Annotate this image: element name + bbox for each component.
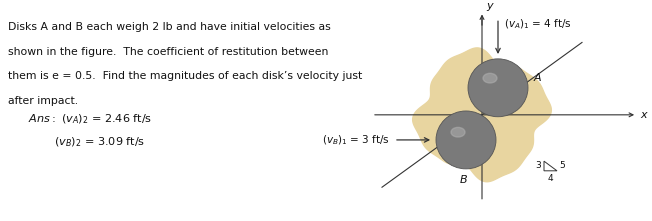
Text: 5: 5 [559, 162, 565, 170]
Text: B: B [460, 175, 468, 185]
Text: $\it{Ans:}$ $({v}_{A})_{2}$ = 2.46 ft/s: $\it{Ans:}$ $({v}_{A})_{2}$ = 2.46 ft/s [28, 112, 153, 126]
Text: after impact.: after impact. [8, 96, 78, 106]
Text: $({v}_{A})_{1}$ = 4 ft/s: $({v}_{A})_{1}$ = 4 ft/s [504, 17, 572, 31]
Ellipse shape [483, 73, 497, 83]
Text: Disks A and B each weigh 2 lb and have initial velocities as: Disks A and B each weigh 2 lb and have i… [8, 22, 331, 32]
Text: 4: 4 [548, 174, 554, 183]
Text: $({v}_{B})_{2}$ = 3.09 ft/s: $({v}_{B})_{2}$ = 3.09 ft/s [54, 135, 145, 149]
Text: A: A [534, 73, 542, 83]
Text: them is e = 0.5.  Find the magnitudes of each disk’s velocity just: them is e = 0.5. Find the magnitudes of … [8, 71, 363, 81]
Circle shape [468, 59, 528, 117]
Text: y: y [486, 1, 493, 11]
Text: x: x [640, 110, 647, 120]
Text: 3: 3 [536, 162, 542, 170]
Ellipse shape [451, 127, 465, 137]
Circle shape [436, 111, 496, 169]
Text: $({v}_{B})_{1}$ = 3 ft/s: $({v}_{B})_{1}$ = 3 ft/s [322, 133, 390, 147]
Polygon shape [413, 48, 552, 182]
Text: shown in the figure.  The coefficient of restitution between: shown in the figure. The coefficient of … [8, 47, 329, 57]
